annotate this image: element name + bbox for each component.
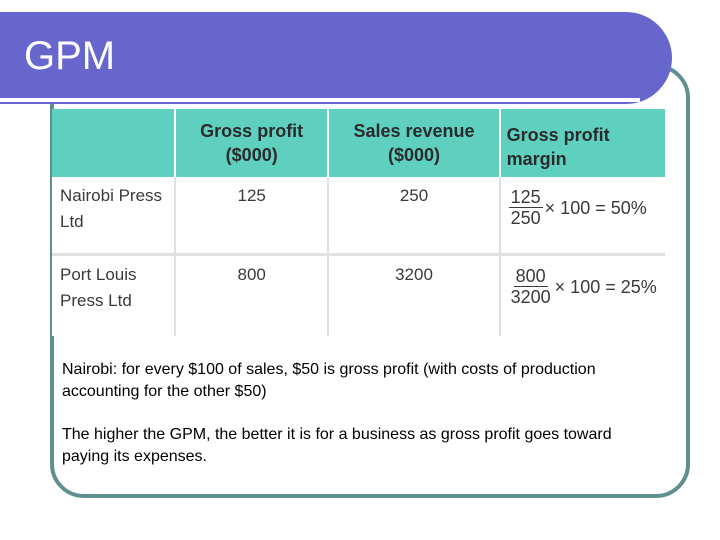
table-header-row: Gross profit ($000) Sales revenue ($000)… bbox=[52, 109, 665, 177]
slide-title: GPM bbox=[24, 34, 116, 78]
fraction-numerator: 800 bbox=[513, 266, 548, 287]
header-sales-revenue: Sales revenue ($000) bbox=[328, 109, 501, 177]
note-paragraph-1: Nairobi: for every $100 of sales, $50 is… bbox=[62, 361, 596, 400]
sales-revenue-value: 3200 bbox=[328, 254, 501, 336]
header-corner bbox=[52, 109, 176, 177]
fraction-denominator: 250 bbox=[510, 208, 541, 228]
table-row: Nairobi Press Ltd 125 250 125 250 × 100 … bbox=[52, 177, 665, 256]
fraction: 125 250 bbox=[508, 187, 543, 228]
table-row: Port Louis Press Ltd 800 3200 800 3200 ×… bbox=[52, 254, 665, 336]
gpm-table: Gross profit ($000) Sales revenue ($000)… bbox=[52, 109, 665, 336]
sales-revenue-value: 250 bbox=[328, 177, 501, 256]
gross-profit-value: 125 bbox=[175, 177, 330, 256]
calculation-result: × 100 = 50% bbox=[544, 197, 647, 218]
note-paragraph-2: The higher the GPM, the better it is for… bbox=[62, 426, 612, 465]
fraction-numerator: 125 bbox=[508, 187, 543, 208]
title-underline bbox=[0, 98, 640, 102]
fraction-denominator: 3200 bbox=[510, 287, 551, 307]
header-gross-profit-margin: Gross profit margin bbox=[499, 109, 665, 177]
company-name: Nairobi Press Ltd bbox=[52, 177, 176, 256]
company-name: Port Louis Press Ltd bbox=[52, 254, 176, 336]
header-gross-profit: Gross profit ($000) bbox=[175, 109, 330, 177]
fraction: 800 3200 bbox=[509, 266, 553, 307]
margin-calculation: 125 250 × 100 = 50% bbox=[499, 177, 665, 256]
title-bar bbox=[0, 12, 672, 104]
margin-calculation: 800 3200 × 100 = 25% bbox=[499, 254, 665, 336]
calculation-result: × 100 = 25% bbox=[554, 276, 657, 297]
gross-profit-value: 800 bbox=[175, 254, 330, 336]
